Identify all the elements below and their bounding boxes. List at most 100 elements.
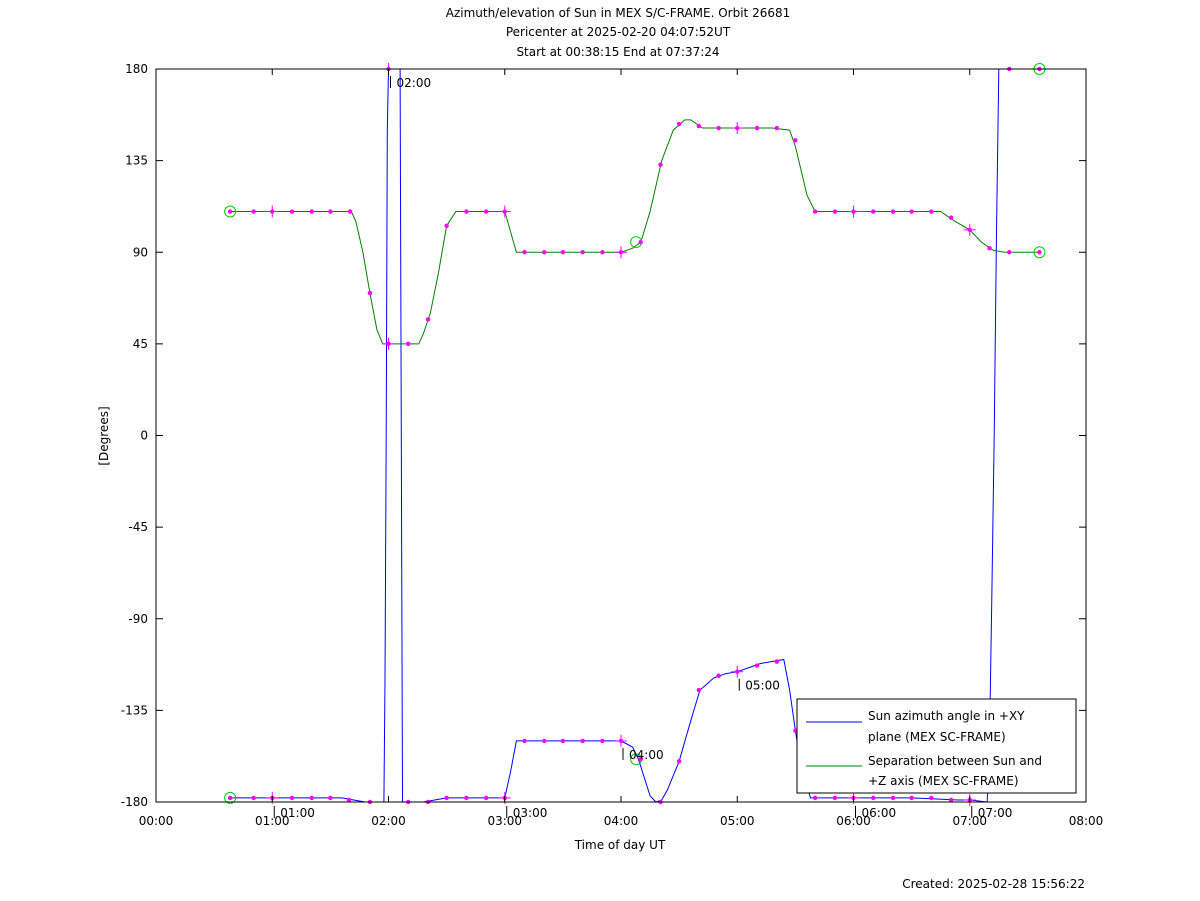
series-sun-z-separation-line: [230, 119, 1040, 345]
separation-data-point: [600, 250, 605, 255]
separation-data-point: [948, 215, 954, 220]
azimuth-data-point: [227, 795, 233, 801]
separation-data-point: [774, 125, 779, 131]
azimuth-data-point: [696, 687, 702, 693]
separation-data-point: [676, 121, 682, 127]
azimuth-data-point: [676, 759, 682, 764]
hour-cross-marker: [615, 246, 627, 259]
x-tick-label: 01:00: [255, 814, 290, 828]
separation-data-point: [793, 138, 798, 143]
azimuth-data-point: [793, 728, 798, 733]
separation-data-point: [227, 209, 233, 214]
created-timestamp: Created: 2025-02-28 15:56:22: [902, 877, 1085, 891]
azimuth-data-point: [909, 795, 914, 801]
x-tick-label: 08:00: [1069, 814, 1104, 828]
separation-data-point: [289, 209, 295, 214]
separation-data-point: [464, 209, 469, 214]
separation-data-point: [560, 250, 566, 255]
separation-data-point: [522, 250, 527, 255]
azimuth-data-point: [289, 795, 295, 801]
legend-label-separation-line1: Separation between Sun and: [868, 754, 1042, 768]
y-tick-label: -45: [128, 520, 148, 534]
hour-cross-marker: [847, 205, 860, 218]
separation-data-point: [832, 209, 838, 214]
axis-ticks: 00:00 01:00 02:00 03:00 04:00 05:00 06:00 07:00…: [121, 62, 1104, 828]
event-circle-marker: [224, 205, 237, 218]
x-tick-label: 02:00: [371, 814, 406, 828]
legend-label-azimuth-line1: Sun azimuth angle in +XY: [868, 709, 1025, 723]
event-circle-marker: [224, 791, 237, 804]
separation-data-point: [929, 209, 934, 214]
time-annotation: 04:00: [622, 747, 664, 762]
azimuth-data-point: [890, 795, 896, 801]
y-tick-label: -135: [121, 703, 148, 717]
event-circle-marker: [630, 236, 643, 249]
time-annotation-label: 03:00: [513, 806, 548, 820]
chart-subtitle-pericenter: Pericenter at 2025-02-20 04:07:52UT: [506, 25, 731, 39]
separation-data-point: [425, 317, 431, 322]
y-tick-label: 0: [140, 429, 148, 443]
azimuth-data-point: [522, 738, 527, 744]
azimuth-data-point: [812, 795, 818, 801]
separation-data-point: [909, 209, 914, 214]
y-tick-label: 45: [133, 337, 148, 351]
separation-data-point: [1037, 250, 1042, 255]
azimuth-data-point: [600, 738, 605, 744]
legend-box: [796, 698, 1077, 794]
chart-title: Azimuth/elevation of Sun in MEX S/C-FRAM…: [446, 6, 791, 20]
hour-cross-marker: [615, 734, 627, 747]
series-sun-azimuth-line: [230, 68, 1040, 803]
separation-data-point: [309, 209, 314, 214]
azimuth-data-point: [774, 659, 779, 664]
time-annotation: 07:00: [971, 806, 1012, 820]
time-annotation-label: 02:00: [397, 76, 432, 90]
azimuth-data-point: [754, 663, 760, 668]
azimuth-data-point: [716, 673, 721, 678]
time-annotation: 05:00: [738, 678, 780, 693]
y-tick-label: -180: [121, 795, 148, 809]
azimuth-data-point: [444, 795, 449, 801]
legend-label-azimuth-line2: plane (MEX SC-FRAME): [868, 730, 1006, 744]
separation-data-point: [812, 209, 818, 214]
hour-cross-marker: [963, 223, 976, 236]
time-annotation-label: 06:00: [862, 806, 897, 820]
hour-cross-marker: [731, 665, 744, 678]
separation-data-point: [406, 341, 411, 347]
y-tick-label: 180: [125, 62, 148, 76]
chart-subtitle-start-end: Start at 00:38:15 End at 07:37:24: [516, 45, 719, 59]
azimuth-data-point: [580, 738, 585, 744]
event-circle-marker: [1033, 246, 1046, 259]
separation-data-point: [658, 162, 663, 167]
separation-data-point: [871, 209, 876, 214]
time-annotation-label: 04:00: [629, 748, 664, 762]
azimuth-data-point: [251, 795, 256, 801]
time-annotation-label: 01:00: [280, 806, 315, 820]
azimuth-data-point: [328, 795, 333, 801]
azimuth-data-point: [832, 795, 838, 801]
time-annotation: 02:00: [390, 76, 432, 90]
separation-data-point: [890, 209, 896, 214]
x-tick-label: 03:00: [487, 814, 522, 828]
separation-data-point: [483, 209, 489, 214]
x-tick-label: 05:00: [720, 814, 755, 828]
separation-data-point: [696, 123, 702, 129]
y-tick-label: 90: [133, 245, 148, 259]
chart-marks: 02:00 04:00 05:00 01:00 03:00 06:00 07:00: [224, 63, 1046, 820]
azimuth-data-point: [948, 797, 954, 803]
azimuth-data-point: [464, 795, 469, 801]
y-axis-label: [Degrees]: [97, 406, 111, 465]
x-tick-label: 07:00: [952, 814, 987, 828]
separation-data-point: [367, 290, 373, 296]
hour-cross-marker: [382, 337, 395, 350]
separation-data-point: [716, 125, 721, 131]
hour-cross-marker: [498, 205, 511, 218]
x-tick-label: 04:00: [604, 814, 639, 828]
y-tick-label: -90: [128, 612, 148, 626]
y-tick-label: 135: [125, 154, 148, 168]
hour-cross-marker: [731, 122, 744, 135]
azimuth-data-point: [871, 795, 876, 801]
azimuth-data-point: [560, 738, 566, 744]
time-annotation: 01:00: [273, 806, 315, 820]
separation-data-point: [638, 239, 643, 245]
